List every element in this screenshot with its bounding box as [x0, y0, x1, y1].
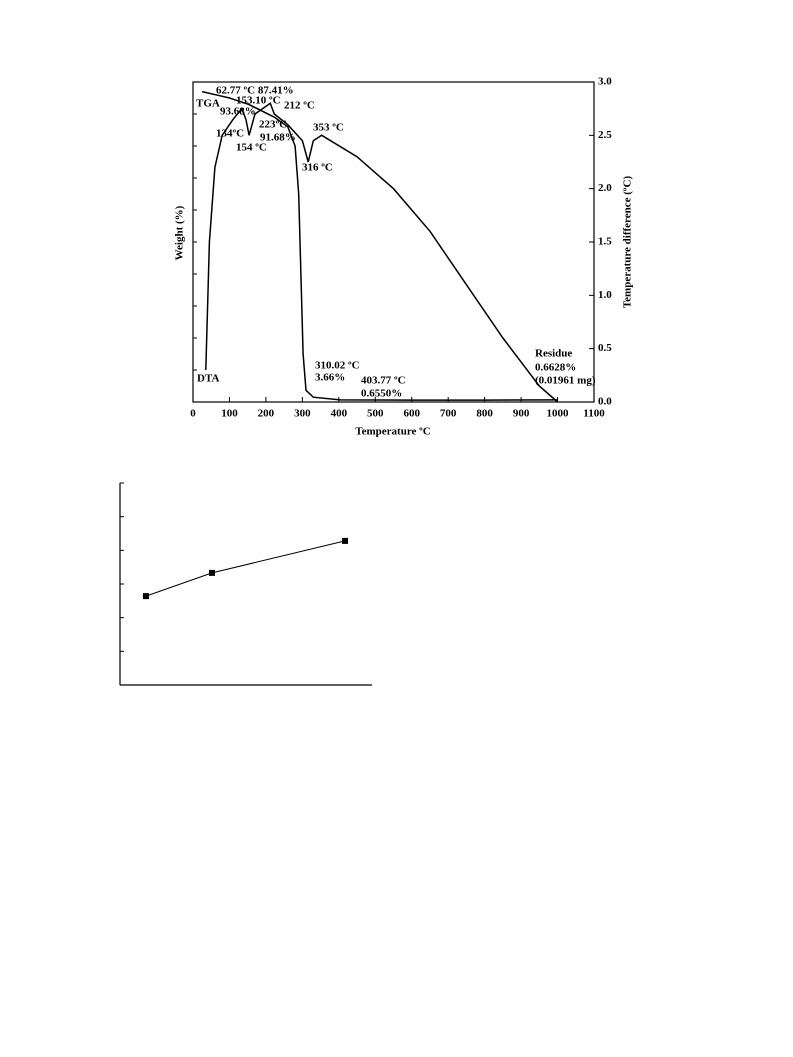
x-tick-label: 0 — [190, 408, 196, 420]
point — [142, 593, 149, 600]
y2-tick-label: 2.0 — [598, 182, 612, 194]
series-label: TGA — [196, 98, 220, 110]
series-line — [201, 90, 558, 401]
annotation: 134ºC — [216, 128, 244, 140]
annotation: 62.77 ºC 87.41% — [216, 85, 294, 97]
series-label: DTA — [197, 373, 219, 385]
annotation: (0.01961 mg) — [535, 375, 596, 387]
annotation: 0.6550% — [361, 388, 402, 400]
y2-tick-label: 0.5 — [598, 342, 612, 354]
series-line — [205, 102, 558, 403]
x-tick-label: 500 — [367, 408, 384, 420]
annotation: 154 ºC — [236, 142, 267, 154]
annotation: 93.68% — [220, 106, 256, 118]
x-tick-label: 100 — [221, 408, 238, 420]
annotation: 310.02 ºC — [315, 360, 360, 372]
y2-tick-label: 1.5 — [598, 236, 612, 248]
x-tick-label: 300 — [294, 408, 311, 420]
x-tick-label: 400 — [331, 408, 348, 420]
x-tick-label: 1100 — [583, 408, 605, 420]
x-tick-label: 200 — [258, 408, 275, 420]
annotation: 353 ºC — [313, 122, 344, 134]
point — [208, 569, 215, 576]
annotation: 3.66% — [315, 372, 345, 384]
x-tick-label: 900 — [513, 408, 530, 420]
x-tick-label: 600 — [403, 408, 420, 420]
x-tick-label: 800 — [476, 408, 493, 420]
x-tick-label: 1000 — [547, 408, 570, 420]
annotation: 212 ºC — [284, 100, 315, 112]
annotation: 403.77 ºC — [361, 375, 406, 387]
annotation: 91.68% — [260, 132, 296, 144]
y2-axis-title: Temperature difference (ºC) — [622, 176, 634, 309]
y2-tick-label: 1.0 — [598, 289, 612, 301]
annotation: 316 ºC — [302, 162, 333, 174]
annotation: Residue — [535, 348, 572, 360]
y2-tick-label: 0.0 — [598, 396, 612, 408]
x-axis-title: Temperature ºC — [355, 426, 430, 438]
x-tick-label: 700 — [440, 408, 457, 420]
y-axis-title: Weight (%) — [174, 205, 186, 260]
annotation: 0.6628% — [535, 362, 576, 374]
y2-tick-label: 3.0 — [598, 76, 612, 88]
point — [342, 537, 349, 544]
y2-tick-label: 2.5 — [598, 129, 612, 141]
